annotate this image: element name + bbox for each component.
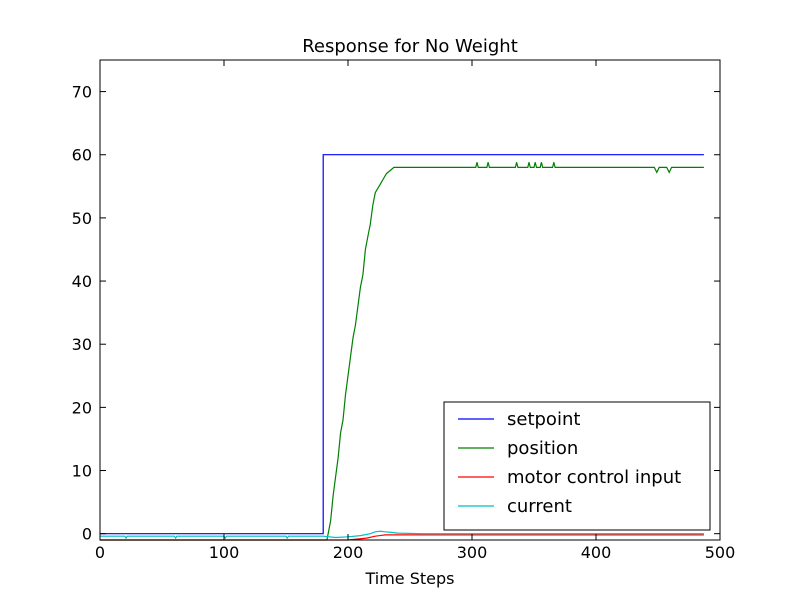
x-tick-label: 300 — [457, 543, 488, 562]
y-tick-label: 10 — [72, 462, 92, 481]
legend: setpoint position motor control input curre… — [443, 401, 711, 531]
y-tick-label: 40 — [72, 272, 92, 291]
chart-title: Response for No Weight — [302, 36, 518, 57]
legend-label-current: current — [507, 496, 572, 517]
y-tick-label: 50 — [72, 209, 92, 228]
legend-box — [443, 401, 711, 531]
x-tick-label: 100 — [209, 543, 240, 562]
legend-label-motor-control-input: motor control input — [507, 467, 681, 488]
y-tick-label: 30 — [72, 335, 92, 354]
x-tick-label: 0 — [95, 543, 105, 562]
y-tick-label: 20 — [72, 398, 92, 417]
y-tick-label: 60 — [72, 146, 92, 165]
x-tick-label: 200 — [333, 543, 364, 562]
series-line-setpoint — [100, 154, 704, 535]
axes: 0 100 200 300 400 500 0 10 20 30 40 50 60 70 — [72, 60, 736, 562]
x-tick-label: 400 — [581, 543, 612, 562]
series-line-current — [100, 530, 704, 540]
series-line-position — [100, 162, 704, 541]
plot-frame — [99, 59, 721, 541]
x-axis-label: Time Steps — [364, 569, 454, 588]
legend-label-setpoint: setpoint — [507, 409, 580, 430]
y-tick-label: 0 — [82, 525, 92, 544]
x-tick-label: 500 — [705, 543, 736, 562]
y-tick-label: 70 — [72, 83, 92, 102]
legend-label-position: position — [507, 438, 578, 459]
